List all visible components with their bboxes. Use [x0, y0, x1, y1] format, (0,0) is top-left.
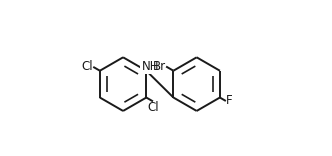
- Text: Cl: Cl: [82, 60, 93, 73]
- Text: NH: NH: [141, 60, 159, 73]
- Text: Cl: Cl: [147, 101, 159, 114]
- Text: Br: Br: [153, 60, 166, 73]
- Text: F: F: [226, 95, 232, 107]
